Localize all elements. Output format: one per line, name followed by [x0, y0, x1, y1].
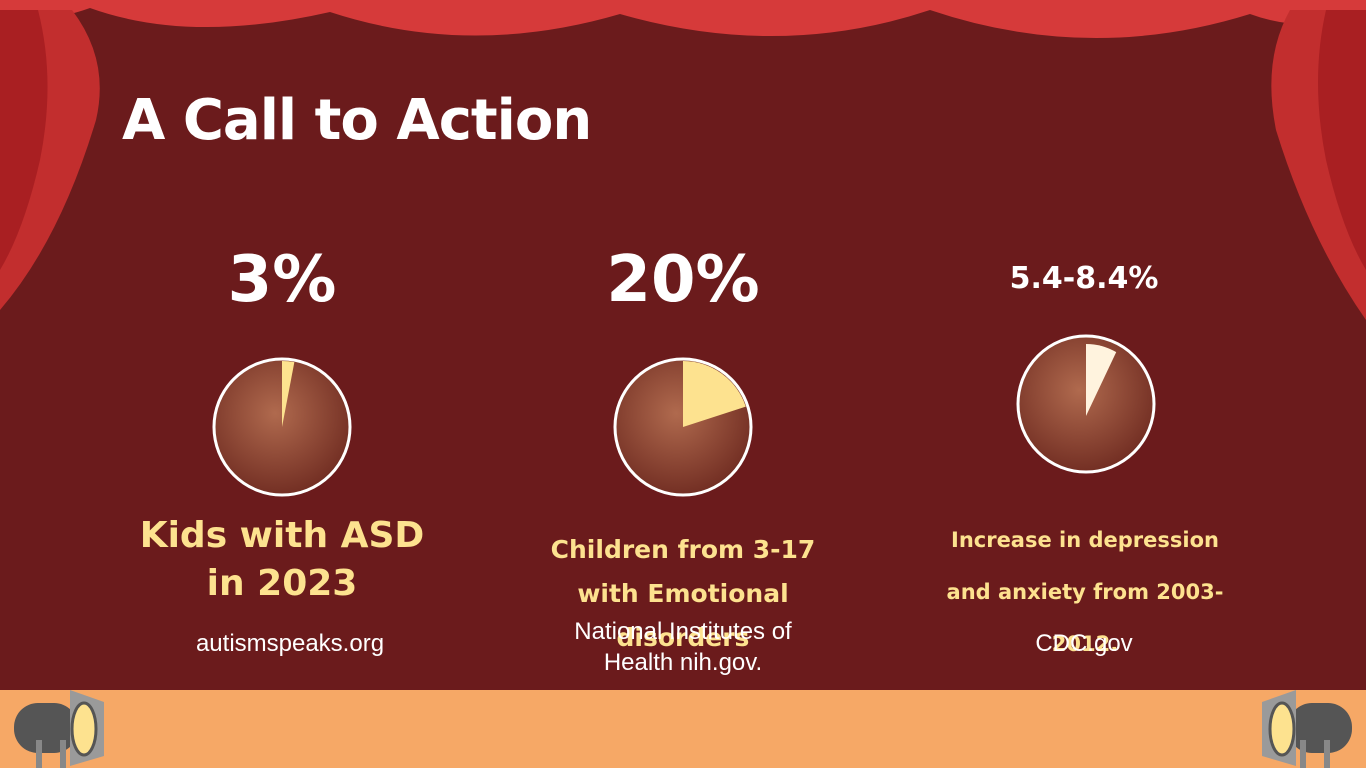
curtain-right [1271, 10, 1366, 320]
spotlight-right-icon [1262, 690, 1352, 768]
pie-3-slice [1086, 344, 1117, 416]
stat-source-3: CDC.gov [1035, 630, 1133, 657]
curtain-left [0, 10, 100, 310]
spotlight-left-icon [14, 690, 104, 768]
stat-description-1: Kids with ASD in 2023 [139, 515, 425, 604]
pie-1-slice [282, 361, 295, 427]
pie-2-slice [683, 361, 746, 427]
stat-source-2: National Institutes of Health nih.gov. [574, 618, 792, 676]
stat-value-3: 5.4-8.4% [1009, 261, 1159, 296]
stat-value-2: 20% [606, 243, 760, 317]
pie-chart-3 [1016, 334, 1156, 474]
stage-floor [0, 690, 1366, 768]
page-title: A Call to Action [122, 88, 592, 153]
stat-description-3: Increase in depression and anxiety from … [946, 528, 1224, 656]
curtain-valance [0, 0, 1366, 39]
pie-chart-1 [212, 357, 352, 497]
stat-value-1: 3% [227, 243, 337, 317]
stat-source-1: autismspeaks.org [195, 630, 385, 657]
stat-description-2: Children from 3-17 with Emotional disord… [550, 535, 816, 652]
pie-chart-2 [613, 357, 753, 497]
